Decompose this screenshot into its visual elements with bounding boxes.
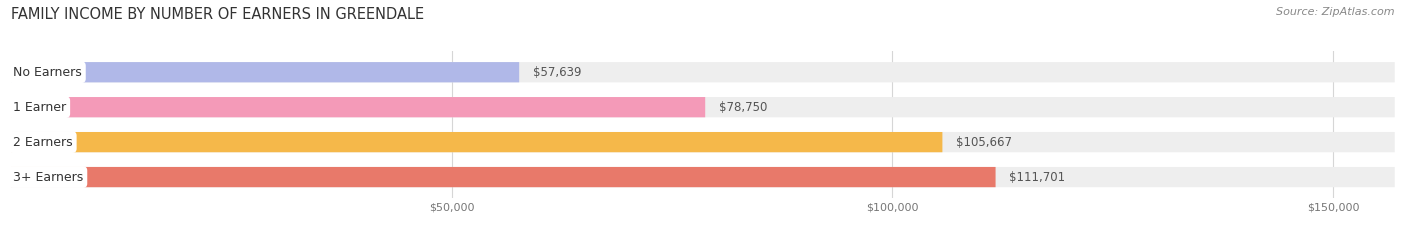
Text: No Earners: No Earners: [13, 66, 82, 79]
Text: $78,750: $78,750: [718, 101, 768, 114]
Text: 2 Earners: 2 Earners: [13, 136, 72, 149]
FancyBboxPatch shape: [11, 97, 1395, 117]
Text: FAMILY INCOME BY NUMBER OF EARNERS IN GREENDALE: FAMILY INCOME BY NUMBER OF EARNERS IN GR…: [11, 7, 425, 22]
Text: Source: ZipAtlas.com: Source: ZipAtlas.com: [1277, 7, 1395, 17]
Text: 3+ Earners: 3+ Earners: [13, 171, 83, 184]
FancyBboxPatch shape: [11, 62, 1395, 82]
FancyBboxPatch shape: [11, 167, 995, 187]
FancyBboxPatch shape: [11, 132, 942, 152]
FancyBboxPatch shape: [11, 97, 706, 117]
Text: $57,639: $57,639: [533, 66, 582, 79]
Text: $105,667: $105,667: [956, 136, 1012, 149]
Text: $111,701: $111,701: [1010, 171, 1066, 184]
FancyBboxPatch shape: [11, 132, 1395, 152]
FancyBboxPatch shape: [11, 167, 1395, 187]
FancyBboxPatch shape: [11, 62, 519, 82]
Text: 1 Earner: 1 Earner: [13, 101, 66, 114]
